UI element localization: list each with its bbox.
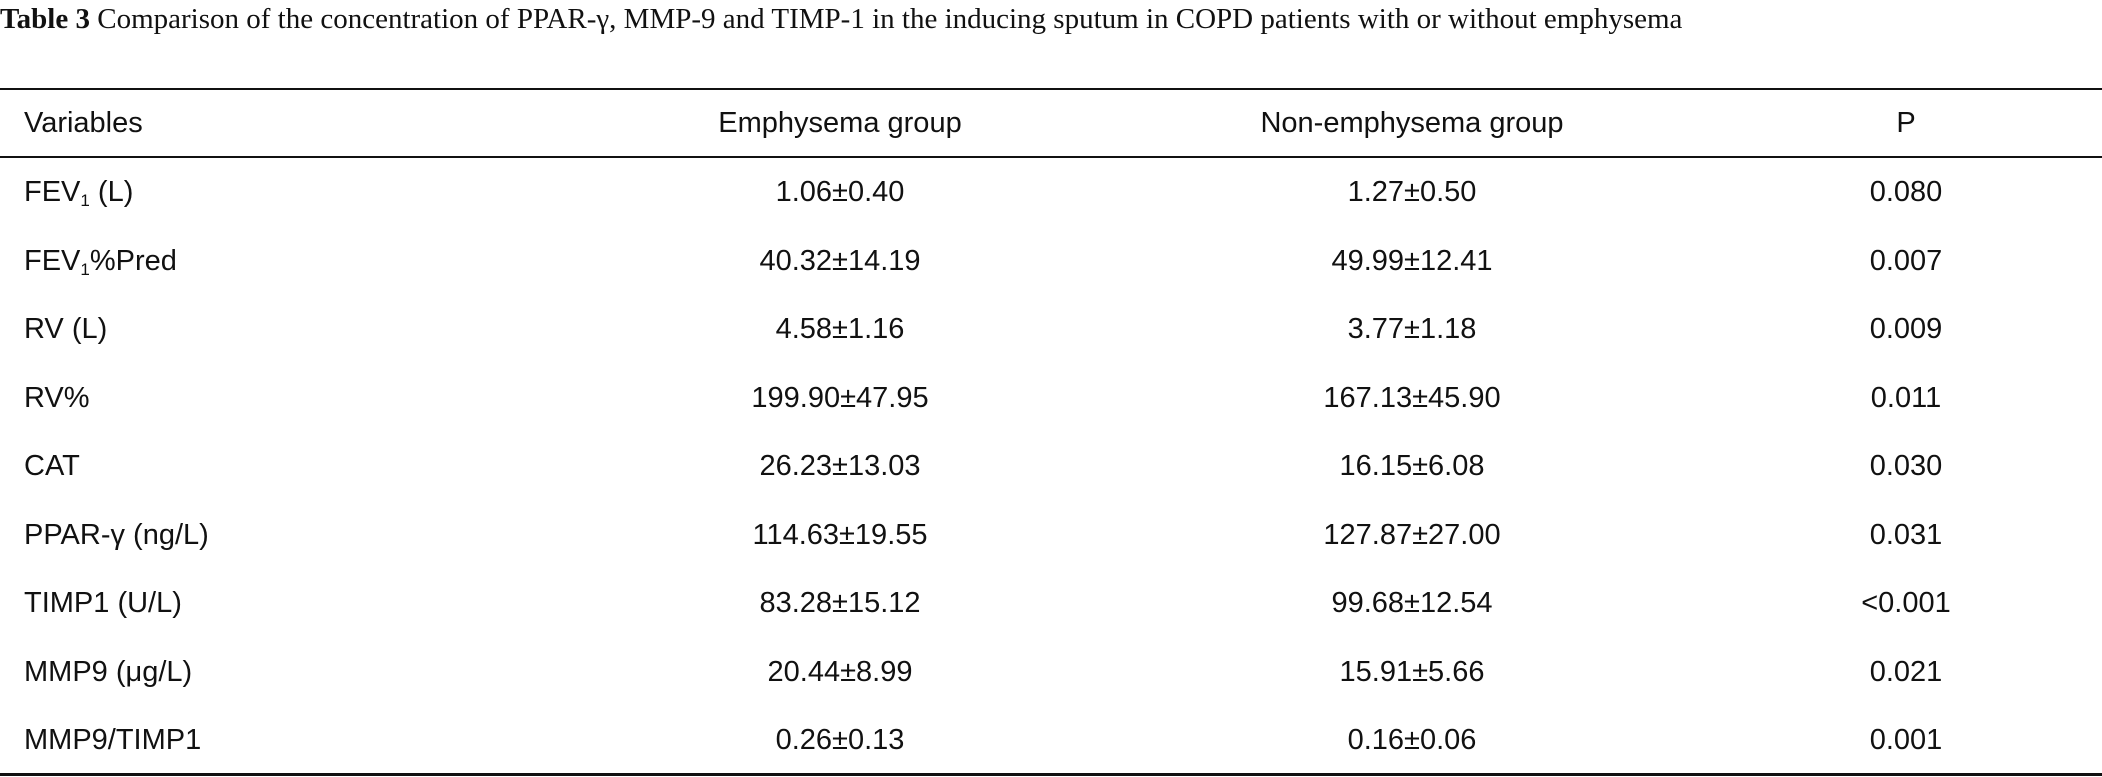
row-label: MMP9/TIMP1 [24, 724, 202, 756]
row-label: PPAR-γ (ng/L) [24, 518, 209, 551]
table-caption: Table 3 Comparison of the concentration … [0, 0, 2102, 38]
table-cell: 0.030 [1869, 450, 1943, 482]
table-cell: 0.021 [1869, 655, 1943, 688]
row-label: TIMP1 (U/L) [24, 587, 182, 619]
top-rule [0, 88, 2102, 90]
header-cell: P [1896, 107, 1916, 139]
table-cell: 83.28±15.12 [759, 587, 921, 619]
label-subscript: 1 [80, 259, 90, 279]
table-row: FEV1%Pred 40.32±14.19 49.99±12.41 0.007 [0, 227, 2102, 296]
header-rule [0, 156, 2102, 158]
table-cell: <0.001 [1861, 587, 1951, 619]
row-label: RV (L) [24, 313, 108, 345]
table-cell: 0.031 [1869, 518, 1943, 551]
caption-label: Table 3 [0, 3, 90, 35]
table-row: FEV1 (L) 1.06±0.40 1.27±0.50 0.080 [0, 158, 2102, 227]
table-cell: 199.90±47.95 [751, 381, 929, 414]
label-suffix: (L) [89, 176, 134, 208]
table-cell: 167.13±45.90 [1323, 381, 1501, 414]
table-cell: 49.99±12.41 [1331, 244, 1493, 277]
table-cell: 0.080 [1869, 176, 1943, 208]
label-suffix: %Pred [89, 244, 177, 277]
header-cell: Emphysema group [718, 107, 962, 139]
bottom-rule [0, 773, 2102, 776]
table-cell: 114.63±19.55 [752, 518, 928, 551]
table-cell: 26.23±13.03 [759, 450, 921, 482]
table-row: PPAR-γ (ng/L) 114.63±19.55 127.87±27.00 0.0… [0, 501, 2102, 570]
label-subscript: 1 [80, 191, 90, 210]
table-cell: 3.77±1.18 [1347, 313, 1477, 345]
table-cell: 1.06±0.40 [775, 176, 905, 208]
table-cell: 127.87±27.00 [1323, 518, 1501, 551]
table-cell: 0.001 [1869, 724, 1943, 756]
table-cell: 0.26±0.13 [775, 724, 905, 756]
table-cell: 4.58±1.16 [775, 313, 905, 345]
row-label: CAT [24, 450, 80, 482]
header-cell: Variables [24, 107, 143, 139]
table-cell: 0.011 [1870, 381, 1942, 414]
table-row: CAT 26.23±13.03 16.15±6.08 0.030 [0, 432, 2102, 501]
row-label: MMP9 (μg/L) [24, 655, 193, 688]
label-text: FEV [24, 176, 81, 208]
table-cell: 99.68±12.54 [1331, 587, 1493, 619]
table-cell: 0.007 [1869, 244, 1943, 277]
label-text: FEV [24, 244, 81, 277]
row-label: RV% [24, 381, 90, 414]
table-row: MMP9 (μg/L) 20.44±8.99 15.91±5.66 0.021 [0, 638, 2102, 707]
table-cell: 20.44±8.99 [767, 655, 913, 688]
table-row: RV% 199.90±47.95 167.13±45.90 0.011 [0, 364, 2102, 433]
table-cell: 1.27±0.50 [1347, 176, 1477, 208]
row-label: FEV1 (L) [24, 158, 133, 227]
table-cell: 0.16±0.06 [1347, 724, 1477, 756]
caption-text: Comparison of the concentration of PPAR-… [97, 3, 1683, 35]
table-cell: 16.15±6.08 [1339, 450, 1485, 482]
table-cell: 0.009 [1869, 313, 1943, 345]
table-cell: 40.32±14.19 [759, 244, 921, 277]
header-row: Variables Emphysema group Non-emphysema gr… [0, 89, 2102, 158]
table-row: RV (L) 4.58±1.16 3.77±1.18 0.009 [0, 295, 2102, 364]
table-cell: 15.91±5.66 [1339, 655, 1485, 688]
table-row: TIMP1 (U/L) 83.28±15.12 99.68±12.54 <0.001 [0, 569, 2102, 638]
header-cell: Non-emphysema group [1260, 107, 1564, 139]
row-label: FEV1%Pred [24, 227, 177, 296]
table-row: MMP9/TIMP1 0.26±0.13 0.16±0.06 0.001 [0, 706, 2102, 775]
